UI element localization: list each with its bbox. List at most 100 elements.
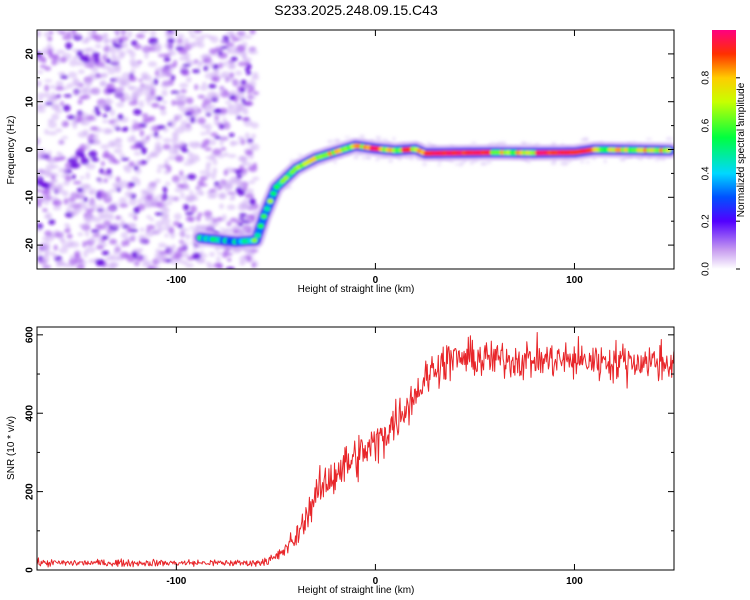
noise-blob bbox=[188, 30, 194, 35]
noise-blob bbox=[200, 132, 206, 136]
noise-blob bbox=[186, 115, 191, 122]
noise-blob bbox=[208, 226, 214, 229]
noise-blob bbox=[241, 160, 247, 167]
noise-blob bbox=[64, 175, 72, 182]
noise-blob bbox=[181, 149, 189, 153]
noise-blob bbox=[146, 215, 152, 219]
noise-blob bbox=[128, 191, 134, 199]
noise-blob bbox=[111, 53, 117, 60]
noise-blob bbox=[37, 70, 44, 74]
noise-blob bbox=[108, 119, 115, 125]
noise-blob bbox=[150, 89, 155, 97]
noise-blob bbox=[243, 35, 253, 39]
noise-blob bbox=[128, 86, 135, 90]
noise-blob bbox=[151, 198, 157, 205]
noise-blob bbox=[252, 176, 260, 181]
noise-blob bbox=[228, 62, 235, 69]
noise-blob bbox=[179, 170, 184, 177]
noise-blob bbox=[236, 104, 245, 111]
noise-blob bbox=[233, 95, 239, 103]
noise-blob bbox=[85, 172, 91, 180]
noise-blob bbox=[37, 227, 42, 232]
noise-blob bbox=[63, 167, 68, 174]
noise-blob bbox=[82, 203, 88, 211]
noise-blob bbox=[189, 193, 197, 200]
noise-blob bbox=[37, 202, 42, 208]
noise-blob bbox=[653, 158, 661, 162]
noise-blob bbox=[156, 125, 166, 130]
noise-blob bbox=[101, 250, 110, 256]
noise-blob bbox=[178, 141, 186, 147]
noise-blob bbox=[71, 30, 77, 36]
noise-blob bbox=[194, 226, 202, 231]
noise-blob bbox=[582, 137, 589, 141]
noise-blob bbox=[179, 82, 189, 89]
noise-blob bbox=[73, 180, 82, 185]
noise-blob bbox=[70, 162, 80, 169]
noise-blob bbox=[85, 246, 96, 254]
noise-blob bbox=[109, 238, 118, 245]
noise-blob bbox=[134, 261, 140, 267]
noise-blob bbox=[189, 34, 197, 39]
noise-blob bbox=[124, 167, 132, 173]
noise-blob bbox=[56, 151, 62, 156]
noise-blob bbox=[47, 121, 58, 129]
noise-blob bbox=[241, 52, 247, 59]
noise-blob bbox=[480, 161, 488, 166]
noise-blob bbox=[158, 242, 167, 248]
noise-blob bbox=[92, 233, 100, 237]
noise-blob bbox=[180, 251, 189, 259]
colorbar-tick-label: 0.8 bbox=[701, 70, 712, 84]
noise-blob bbox=[128, 161, 135, 167]
noise-blob bbox=[220, 147, 227, 151]
noise-blob bbox=[37, 30, 42, 38]
noise-blob bbox=[128, 182, 136, 187]
noise-blob bbox=[176, 183, 185, 188]
noise-blob bbox=[226, 204, 236, 211]
noise-blob bbox=[52, 206, 62, 211]
noise-blob bbox=[182, 63, 192, 67]
noise-blob bbox=[174, 251, 183, 259]
spec-ytick-label: -20 bbox=[25, 237, 36, 252]
spec-ytick-label: 20 bbox=[25, 48, 36, 60]
noise-blob bbox=[148, 115, 156, 122]
noise-blob bbox=[197, 61, 203, 68]
spec-xtick-label: 100 bbox=[566, 275, 583, 286]
noise-blob bbox=[243, 119, 253, 127]
noise-blob bbox=[327, 139, 334, 144]
noise-blob bbox=[118, 36, 129, 42]
noise-blob bbox=[437, 163, 441, 167]
noise-blob bbox=[189, 205, 197, 213]
noise-blob bbox=[42, 190, 51, 197]
noise-blob bbox=[245, 149, 253, 156]
noise-blob bbox=[248, 249, 252, 253]
noise-blob bbox=[167, 245, 175, 254]
noise-blob bbox=[238, 222, 244, 227]
colorbar: 0.0 0.2 0.4 0.6 0.8 Normalized spectral ampl… bbox=[701, 30, 747, 276]
noise-blob bbox=[63, 94, 72, 98]
noise-blob bbox=[199, 170, 209, 175]
noise-blob bbox=[175, 155, 184, 163]
noise-blob bbox=[297, 154, 303, 157]
noise-blob bbox=[361, 156, 366, 160]
noise-blob bbox=[128, 198, 137, 206]
noise-blob bbox=[154, 70, 160, 76]
noise-blob bbox=[113, 91, 121, 97]
noise-blob bbox=[138, 237, 148, 243]
noise-blob bbox=[162, 143, 171, 150]
noise-blob bbox=[108, 189, 117, 193]
noise-blob bbox=[175, 92, 181, 100]
noise-blob bbox=[50, 84, 55, 90]
noise-blob bbox=[103, 37, 109, 45]
noise-blob bbox=[250, 122, 259, 129]
noise-blob bbox=[205, 94, 211, 101]
noise-blob bbox=[174, 187, 184, 193]
noise-blob bbox=[101, 33, 108, 39]
noise-blob bbox=[183, 38, 190, 45]
noise-blob bbox=[124, 97, 130, 101]
noise-blob bbox=[139, 30, 149, 33]
noise-blob bbox=[175, 42, 185, 47]
noise-blob bbox=[120, 81, 126, 86]
noise-blob bbox=[171, 144, 179, 150]
noise-blob bbox=[37, 82, 42, 87]
